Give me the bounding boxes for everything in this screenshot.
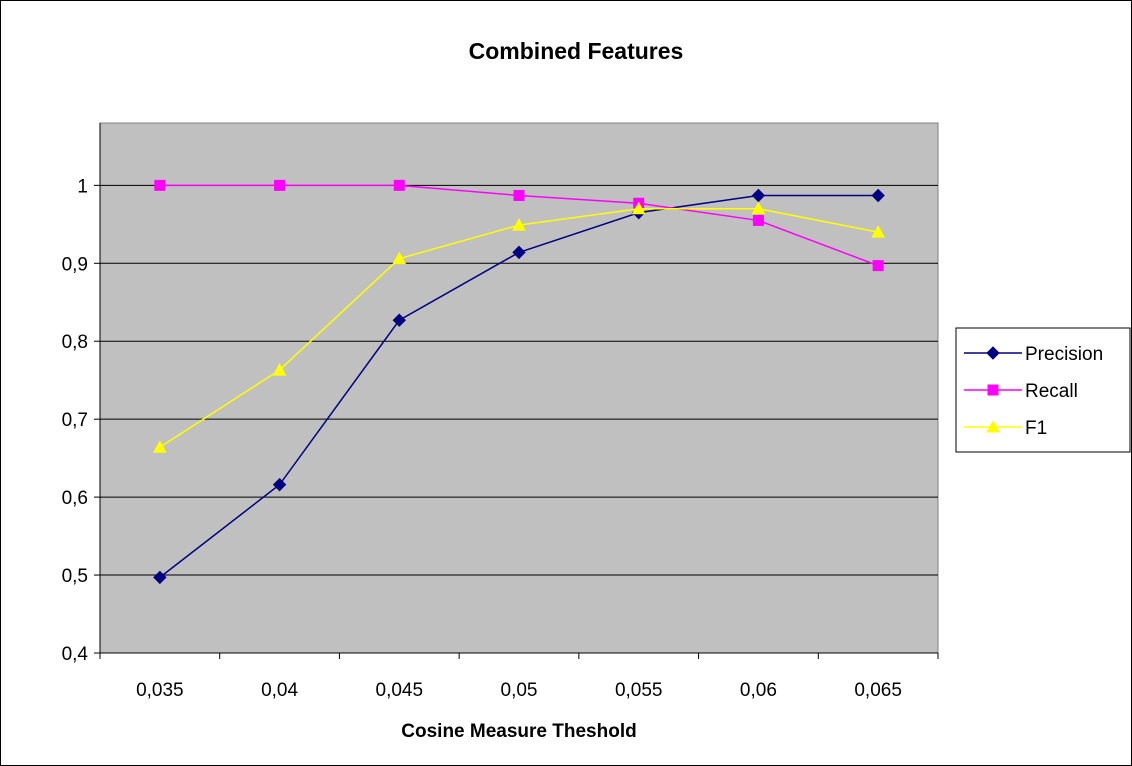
series-group [153, 179, 885, 585]
data-point-precision [871, 188, 885, 203]
legend-marker-recall [987, 384, 999, 396]
x-axis-title: Cosine Measure Theshold [401, 721, 636, 742]
y-tick-label: 0,6 [62, 488, 88, 509]
x-tick-label: 0,065 [854, 680, 902, 701]
x-tick-label: 0,055 [615, 680, 663, 701]
series-precision [153, 188, 885, 585]
legend-marker-f1 [986, 419, 1000, 433]
legend-item-precision: Precision [964, 344, 1103, 365]
legend-label-recall: Recall [1025, 381, 1078, 402]
data-point-f1 [631, 201, 646, 215]
x-tick-label: 0,04 [261, 680, 298, 701]
x-tick-label: 0,05 [501, 680, 538, 701]
y-tick-label: 0,4 [62, 644, 89, 665]
data-point-recall [274, 179, 286, 191]
data-point-f1 [512, 218, 526, 231]
x-tick-label: 0,06 [740, 680, 777, 701]
data-point-precision [392, 313, 406, 327]
data-point-precision [751, 188, 766, 203]
plot-area [99, 122, 939, 654]
y-tick-label: 0,7 [62, 410, 88, 431]
data-point-f1 [153, 440, 167, 453]
y-tick-label: 0,5 [62, 566, 88, 587]
chart-title: Combined Features [469, 38, 684, 64]
legend-item-recall: Recall [964, 381, 1078, 402]
data-point-f1 [272, 363, 287, 376]
legend: Precision Recall F1 [955, 327, 1131, 453]
y-tick-label: 0,8 [62, 332, 88, 353]
data-point-f1 [751, 201, 766, 215]
data-point-precision [272, 477, 287, 492]
data-point-recall [752, 214, 764, 226]
y-tick-label: 0,9 [62, 254, 88, 275]
data-point-recall [872, 260, 884, 272]
legend-label-precision: Precision [1025, 344, 1103, 365]
series-f1 [153, 201, 885, 453]
legend-label-f1: F1 [1025, 418, 1047, 439]
data-point-recall [393, 179, 405, 191]
data-point-recall [513, 189, 525, 201]
legend-marker-precision [986, 346, 1000, 360]
legend-item-f1: F1 [964, 418, 1047, 439]
y-tick-label: 1 [77, 176, 88, 197]
data-point-f1 [871, 225, 885, 238]
data-point-recall [154, 179, 166, 191]
data-point-precision [153, 570, 167, 585]
x-tick-label: 0,045 [376, 680, 424, 701]
data-point-precision [512, 245, 526, 260]
data-point-f1 [392, 251, 407, 265]
axes: 0,4 0,5 0,6 0,7 0,8 0,9 1 0,035 0,04 0,045 0,05 0,0… [62, 123, 939, 701]
x-tick-label: 0,035 [136, 680, 184, 701]
